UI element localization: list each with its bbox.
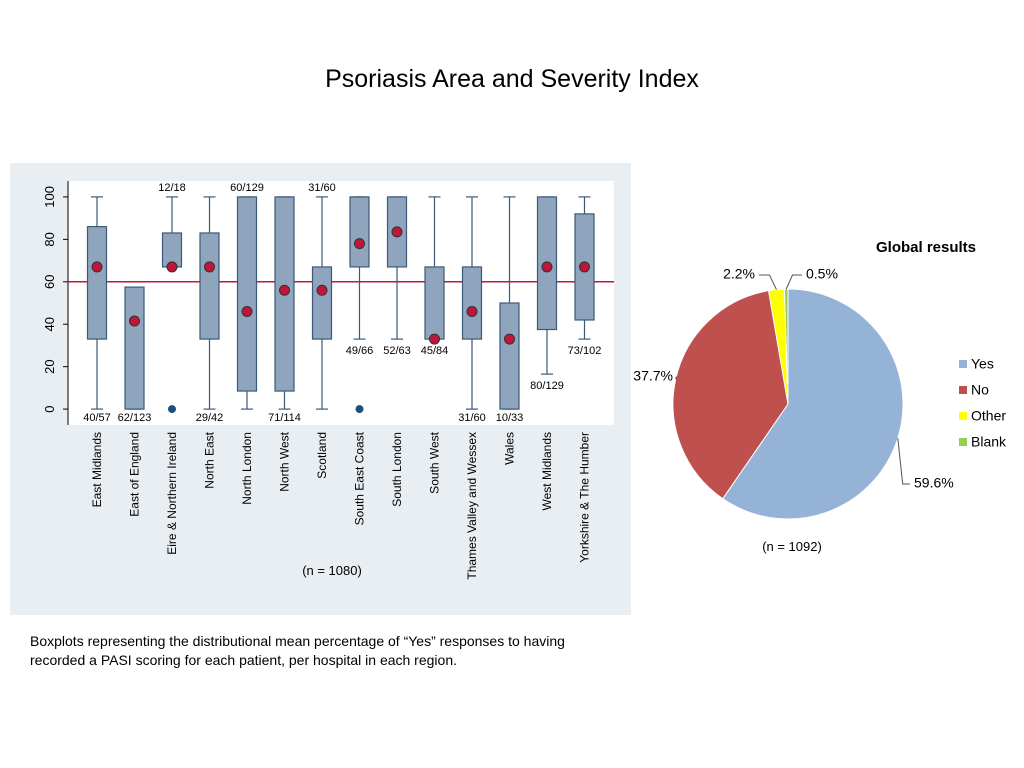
count-label: 12/18 [158, 182, 186, 194]
outlier [355, 405, 364, 414]
leader-line [785, 274, 802, 290]
count-label: 80/129 [530, 380, 564, 392]
leader-line [759, 274, 777, 290]
caption: Boxplots representing the distributional… [30, 633, 565, 668]
count-label: 31/60 [308, 182, 336, 194]
legend-label: Other [971, 408, 1006, 424]
box [461, 266, 483, 340]
x-tick-label: Wales [503, 432, 517, 465]
y-tick-label: 80 [42, 232, 57, 246]
x-tick-label: Thames Valley and Wessex [465, 432, 479, 580]
count-label: 29/42 [196, 412, 224, 424]
y-tick-label: 40 [42, 317, 57, 331]
legend-swatch [959, 386, 967, 394]
x-tick-label: Yorkshire & The Humber [578, 432, 592, 563]
mean-dot [579, 261, 590, 273]
box [199, 232, 220, 340]
mean-dot [204, 261, 215, 273]
x-tick-label: West Midlands [540, 432, 554, 510]
mean-dot [504, 333, 515, 345]
count-label: 40/57 [83, 412, 111, 424]
box [236, 196, 258, 392]
pie-label: 0.5% [806, 266, 838, 282]
pie-label: 2.2% [723, 266, 755, 282]
x-tick-label: North East [203, 431, 217, 488]
x-tick-label: Scotland [315, 432, 329, 479]
legend-swatch [959, 438, 967, 446]
count-label: 60/129 [230, 182, 264, 194]
pie-slice [722, 288, 904, 520]
x-tick-label: South East Coast [353, 431, 367, 525]
pie-title: Global results [876, 239, 976, 256]
x-tick-label: North London [240, 432, 254, 505]
y-tick-label: 0 [42, 405, 57, 412]
legend-swatch [959, 412, 967, 420]
mean-dot [541, 261, 553, 273]
x-tick-label: South London [390, 432, 404, 507]
count-label: 52/63 [383, 345, 411, 357]
leader-line [675, 376, 677, 380]
y-tick-label: 60 [42, 275, 57, 289]
count-label: 71/114 [268, 412, 301, 424]
pie-label: 59.6% [914, 475, 954, 491]
count-label: 10/33 [496, 412, 524, 424]
x-tick-label: North West [278, 431, 292, 491]
box [424, 266, 445, 340]
x-tick-label: South West [428, 431, 442, 493]
mean-dot [129, 315, 140, 327]
count-label: 45/84 [421, 345, 449, 357]
mean-dot [166, 261, 178, 273]
mean-dot [466, 305, 478, 317]
mean-dot [279, 284, 290, 296]
outlier [168, 405, 176, 414]
x-tick-label: Eire & Northern Ireland [165, 432, 179, 555]
count-label: 49/66 [346, 345, 374, 357]
y-tick-label: 20 [42, 359, 57, 373]
y-tick-label: 100 [42, 186, 57, 208]
count-label: 31/60 [458, 412, 486, 424]
count-label: 73/102 [568, 345, 602, 357]
mean-dot [391, 226, 403, 238]
mean-dot [354, 238, 365, 250]
pie-label: 37.7% [633, 368, 673, 384]
legend-label: Yes [971, 356, 994, 372]
x-tick-label: East of England [128, 432, 142, 517]
plot-area [68, 181, 614, 425]
box [349, 196, 370, 268]
mean-dot [91, 261, 103, 273]
box-note: (n = 1080) [302, 563, 362, 578]
mean-dot [241, 305, 253, 317]
leader-line [897, 438, 910, 485]
legend-label: Blank [971, 434, 1007, 450]
pie-slice [783, 288, 789, 405]
legend-label: No [971, 382, 989, 398]
count-label: 62/123 [118, 412, 152, 424]
mean-dot [316, 284, 328, 296]
slide-title: Psoriasis Area and Severity Index [325, 65, 699, 93]
box [86, 226, 108, 340]
x-tick-label: East Midlands [90, 432, 104, 507]
pie-note: (n = 1092) [762, 539, 822, 554]
box [124, 286, 145, 410]
legend-swatch [959, 360, 967, 368]
box [311, 266, 333, 340]
mean-dot [429, 333, 440, 345]
box [499, 302, 520, 410]
